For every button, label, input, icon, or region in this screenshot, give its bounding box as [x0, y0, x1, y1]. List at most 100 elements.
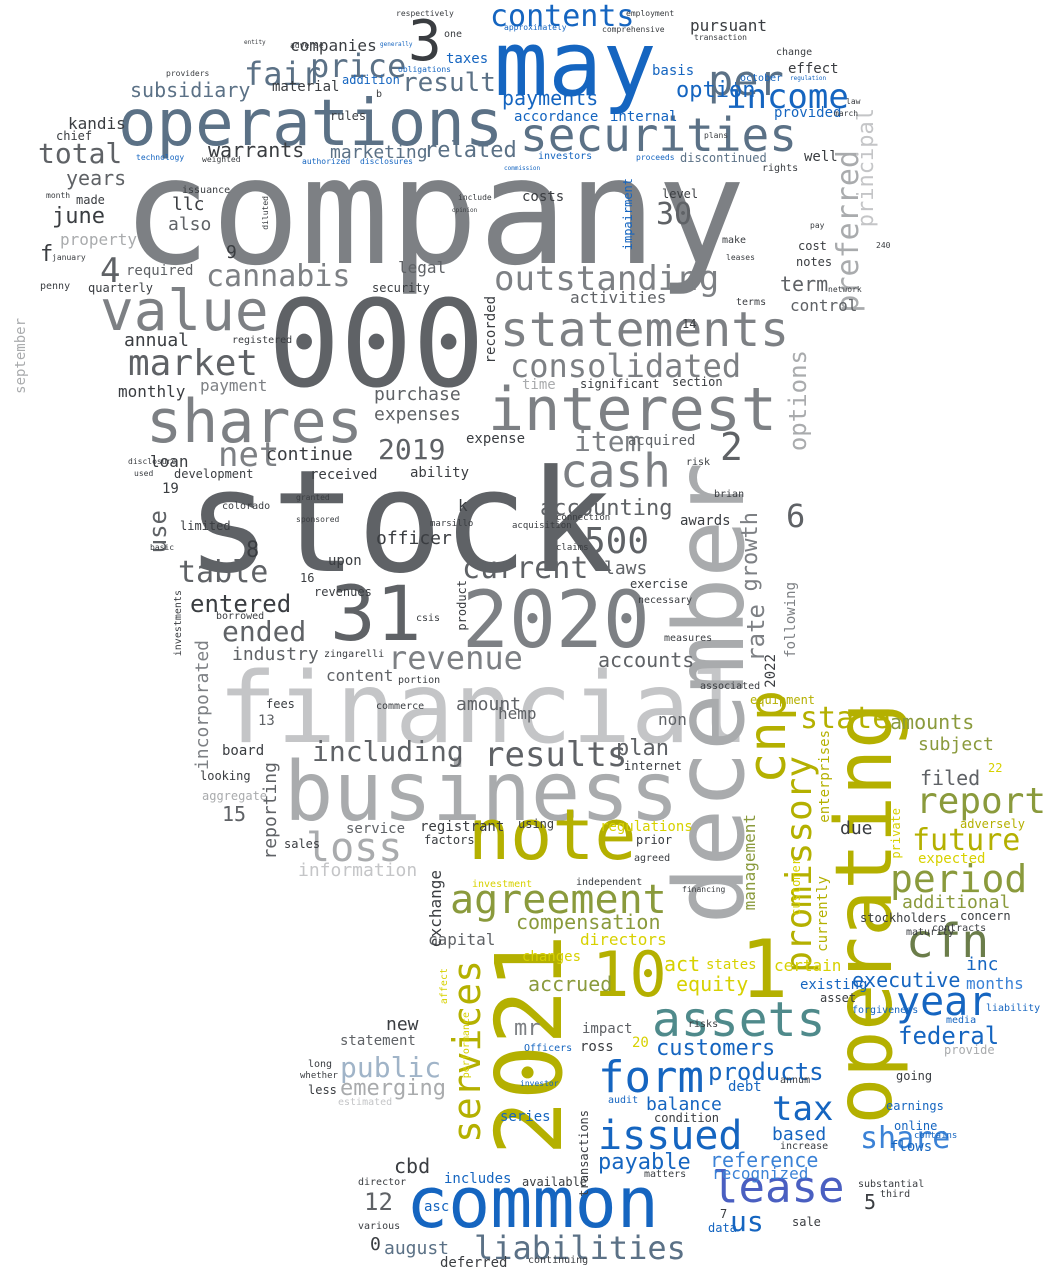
word-19: 19: [162, 481, 179, 497]
word-future: future: [912, 823, 1021, 858]
word-contracts: contracts: [932, 923, 987, 934]
word-1: 1: [740, 923, 789, 1016]
word-purchase: purchase: [374, 384, 461, 405]
word-securities: securities: [520, 108, 797, 162]
word-13: 13: [258, 713, 275, 729]
word-officer: officer: [376, 528, 452, 549]
word-2019: 2019: [378, 433, 446, 466]
word-subsidiary: subsidiary: [130, 78, 251, 102]
word-financing: financing: [682, 885, 726, 894]
word-option: option: [676, 78, 756, 103]
word-includes: includes: [444, 1171, 512, 1187]
word-acquisition: acquisition: [512, 521, 572, 531]
word-6: 6: [786, 497, 806, 535]
word-issuance: issuance: [182, 185, 231, 196]
word-subject: subject: [918, 734, 994, 755]
word-proceeds: proceeds: [636, 153, 675, 162]
word-stockholders: stockholders: [860, 911, 947, 925]
word-required: required: [126, 263, 194, 279]
word-significant: significant: [580, 377, 660, 391]
word-investor: investor: [520, 1079, 559, 1088]
word-approximately: approximately: [504, 23, 567, 32]
word-consolidated: consolidated: [510, 347, 742, 385]
word-development: development: [174, 467, 254, 481]
word-market: market: [128, 343, 259, 384]
word-certain: certain: [774, 956, 842, 975]
word-performance: performance: [461, 1012, 472, 1079]
word-shares: shares: [146, 387, 363, 457]
word-going: going: [896, 1069, 933, 1083]
word-k: k: [458, 496, 468, 515]
word-used: used: [134, 469, 154, 478]
word-sale: sale: [792, 1215, 821, 1229]
word-payments: payments: [502, 86, 599, 110]
word-liabilities: liabilities: [474, 1229, 686, 1267]
word-price: price: [310, 47, 407, 85]
word-non: non: [658, 710, 687, 729]
word-warrants: warrants: [208, 138, 305, 162]
word-months: months: [966, 974, 1024, 993]
word-recorded: recorded: [483, 296, 499, 364]
word-addition: addition: [342, 73, 400, 87]
word-private: private: [889, 808, 903, 859]
word-state: state: [800, 701, 891, 736]
word-0: 0: [370, 1234, 381, 1255]
word-form: form: [598, 1052, 704, 1103]
word-long: long: [308, 1059, 333, 1070]
word-one: one: [444, 29, 463, 40]
word-annum: annum: [780, 1075, 811, 1086]
word-new: new: [386, 1014, 419, 1035]
word-ability: ability: [410, 465, 470, 481]
word-exchange: exchange: [426, 870, 445, 948]
word-statement: statement: [340, 1033, 416, 1049]
word-changes: changes: [522, 949, 582, 965]
word-claims: claims: [556, 543, 589, 553]
word-rules: rules: [330, 109, 367, 123]
word-internal: internal: [610, 109, 678, 125]
word-connection: connection: [556, 513, 611, 523]
word-march: march: [834, 109, 859, 118]
word-legal: legal: [398, 258, 447, 277]
word-agreed: agreed: [634, 853, 671, 864]
word-obligations: obligations: [398, 65, 451, 74]
word-llc: llc: [172, 194, 205, 215]
word-9: 9: [226, 242, 237, 263]
word-compensation: compensation: [516, 910, 661, 934]
word-ross: ross: [580, 1039, 614, 1055]
word-taxes: taxes: [446, 51, 489, 67]
word-granted: granted: [296, 493, 330, 502]
word-colorado: colorado: [222, 501, 271, 512]
word-existing: existing: [800, 977, 868, 993]
word-directors: directors: [580, 930, 667, 949]
word-less: less: [308, 1083, 337, 1097]
word-september: september: [13, 318, 29, 394]
word-recognized: recognized: [712, 1164, 809, 1183]
word-weighted: weighted: [202, 155, 241, 164]
word-fees: fees: [266, 697, 295, 711]
word-enterprises: enterprises: [817, 730, 833, 823]
word-table: table: [178, 555, 269, 590]
word-accordance: accordance: [514, 109, 599, 125]
word-value: value: [100, 279, 269, 344]
word-annual: annual: [124, 330, 190, 351]
word-director: director: [358, 1177, 407, 1188]
word-notes: notes: [796, 255, 833, 269]
word-whether: whether: [300, 1071, 338, 1081]
word-14: 14: [682, 317, 697, 331]
word-risks: risks: [688, 1019, 719, 1030]
word-august: august: [384, 1238, 450, 1259]
word-customer: customer: [789, 858, 803, 916]
word-factors: factors: [424, 833, 475, 847]
word-capital: capital: [428, 930, 496, 949]
word-control: control: [790, 296, 858, 315]
word-continue: continue: [266, 444, 353, 465]
word-third: third: [880, 1189, 911, 1200]
word-laws: laws: [604, 558, 648, 579]
word-law: law: [846, 97, 861, 106]
word-forgiveness: forgiveness: [852, 1005, 919, 1016]
word-content: content: [326, 666, 394, 685]
word-prior: prior: [636, 833, 673, 847]
word-looking: looking: [200, 769, 251, 783]
word-share: share: [860, 1121, 951, 1156]
word-result: result: [402, 68, 496, 98]
